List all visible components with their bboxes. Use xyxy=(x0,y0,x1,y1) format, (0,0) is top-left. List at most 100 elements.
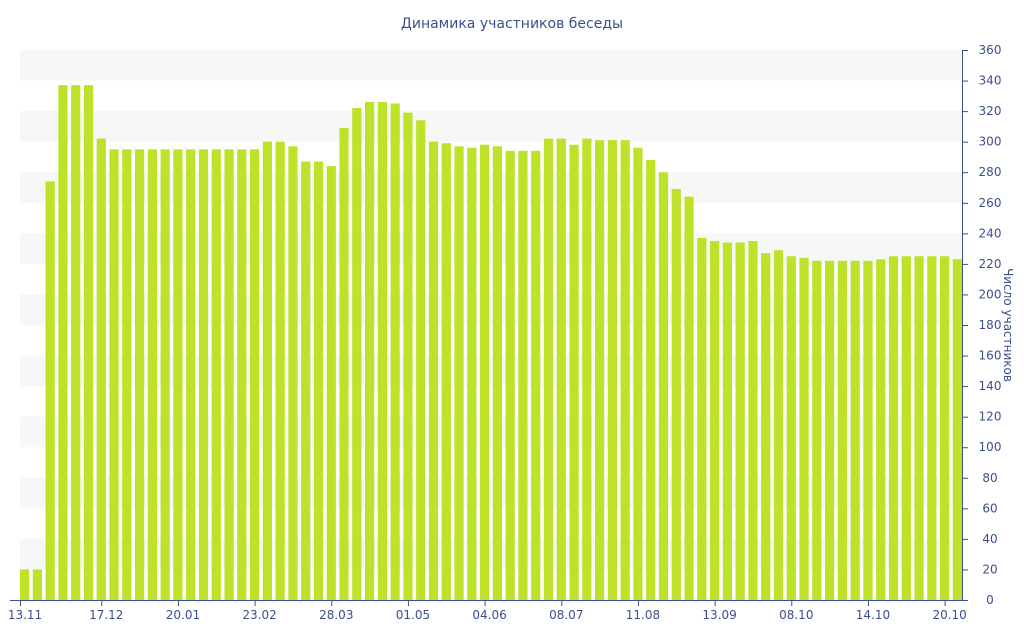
y-tick-label: 220 xyxy=(979,257,1002,271)
bar xyxy=(390,103,400,600)
x-tick-label: 17.12 xyxy=(89,608,123,622)
bar xyxy=(160,149,170,601)
bar xyxy=(326,166,336,600)
bar xyxy=(416,120,426,601)
bar xyxy=(927,256,937,600)
x-tick-label: 04.06 xyxy=(472,608,506,622)
bar xyxy=(697,237,707,600)
bar xyxy=(352,108,362,601)
bar xyxy=(313,161,324,600)
y-tick-label: 180 xyxy=(979,318,1002,332)
bar xyxy=(531,150,541,601)
x-tick-label: 28.03 xyxy=(319,608,353,622)
bar xyxy=(786,256,796,600)
bar xyxy=(837,260,847,600)
bar xyxy=(122,149,132,601)
bar xyxy=(492,146,502,600)
grid-band xyxy=(20,50,962,81)
y-tick-label: 200 xyxy=(979,287,1002,301)
bar xyxy=(582,138,592,600)
bar xyxy=(83,85,94,600)
bar xyxy=(237,149,247,601)
x-tick-label: 13.09 xyxy=(702,608,736,622)
bar xyxy=(607,140,617,600)
x-tick-label: 01.05 xyxy=(396,608,430,622)
x-tick-label: 13.11 xyxy=(8,608,42,622)
bar xyxy=(722,242,732,600)
x-ticks: 13.11 17.12 20.01 23.02 28.03 01.05 04.06 08.07… xyxy=(8,600,967,622)
y-ticks: 0 20 40 60 80 100 120 140 160 180 200 220 240 260 280 3… xyxy=(962,43,1001,607)
bar xyxy=(914,256,924,600)
bar xyxy=(186,149,196,601)
bar xyxy=(940,256,950,600)
bar xyxy=(761,253,771,600)
bar xyxy=(224,149,234,601)
y-tick-label: 0 xyxy=(986,593,994,607)
bar xyxy=(812,260,822,600)
bar xyxy=(58,85,68,600)
x-tick-label: 14.10 xyxy=(856,608,890,622)
bar xyxy=(275,141,285,600)
bar xyxy=(569,144,579,600)
bar xyxy=(595,140,605,600)
bar xyxy=(288,146,298,600)
bar xyxy=(135,149,145,601)
y-tick-label: 60 xyxy=(982,501,997,515)
bar xyxy=(735,242,745,600)
bar xyxy=(799,257,809,600)
bar xyxy=(96,138,106,600)
bar xyxy=(428,141,439,600)
bar xyxy=(377,101,387,600)
bar xyxy=(620,140,630,600)
y-axis-label: Число участников xyxy=(1001,268,1015,382)
bar xyxy=(850,260,860,600)
bar xyxy=(888,256,899,600)
bar xyxy=(543,138,554,600)
bar xyxy=(147,149,157,601)
chart-title: Динамика участников беседы xyxy=(401,16,623,32)
bar xyxy=(876,259,886,600)
y-tick-label: 320 xyxy=(979,104,1002,118)
bar xyxy=(901,256,911,600)
y-tick-label: 340 xyxy=(979,74,1002,88)
bars xyxy=(20,85,962,601)
bar xyxy=(403,112,413,600)
x-tick-label: 20.10 xyxy=(932,608,966,622)
bar xyxy=(556,138,566,600)
bar xyxy=(454,146,464,600)
x-tick-label: 23.02 xyxy=(242,608,276,622)
bar xyxy=(365,101,375,600)
bar xyxy=(646,160,656,600)
bar xyxy=(339,127,349,601)
bar xyxy=(173,149,183,601)
bar xyxy=(952,259,962,600)
x-tick-label: 08.10 xyxy=(779,608,813,622)
bar xyxy=(710,240,720,600)
bar xyxy=(467,147,477,600)
x-tick-label: 20.01 xyxy=(166,608,200,622)
y-tick-label: 160 xyxy=(979,349,1002,363)
bar xyxy=(211,149,221,601)
bar xyxy=(109,149,119,601)
y-tick-label: 300 xyxy=(979,135,1002,149)
y-tick-label: 280 xyxy=(979,165,1002,179)
y-tick-label: 20 xyxy=(982,562,997,576)
y-tick-label: 240 xyxy=(979,226,1002,240)
x-tick-label: 08.07 xyxy=(549,608,583,622)
bar xyxy=(633,147,643,600)
bar xyxy=(748,240,758,600)
bar xyxy=(863,260,873,600)
y-tick-label: 140 xyxy=(979,379,1002,393)
bar xyxy=(198,149,209,601)
bar xyxy=(301,161,311,600)
bar xyxy=(32,569,42,600)
bar xyxy=(505,150,515,601)
bar xyxy=(671,189,681,600)
bar xyxy=(250,149,260,601)
x-tick-label: 11.08 xyxy=(626,608,660,622)
y-tick-label: 40 xyxy=(982,532,997,546)
bar xyxy=(684,196,694,600)
bar xyxy=(773,250,784,600)
y-tick-label: 120 xyxy=(979,410,1002,424)
bar xyxy=(518,150,528,601)
